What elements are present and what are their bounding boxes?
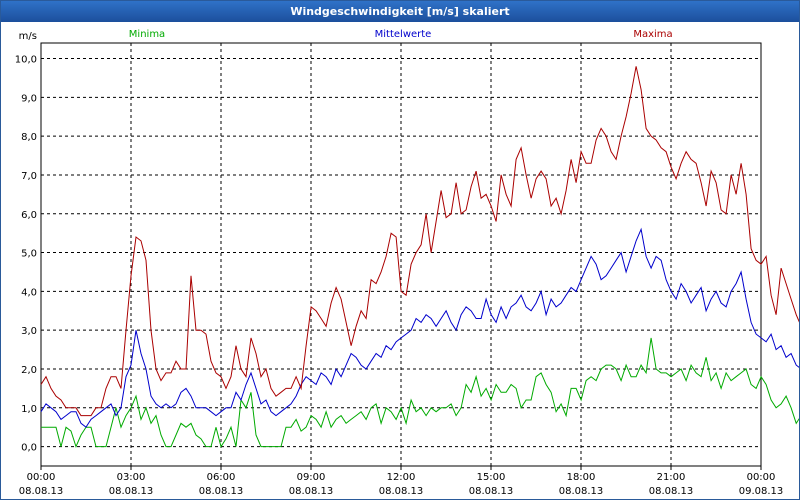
y-tick-label: 6,0 — [21, 210, 37, 221]
legend-maxima: Maxima — [633, 29, 672, 40]
x-tick-time: 03:00 — [117, 472, 146, 483]
legend-minima: Minima — [129, 29, 165, 40]
x-tick-date: 08.08.13 — [109, 486, 154, 497]
legend-mittelwerte: Mittelwerte — [375, 29, 432, 40]
x-tick-time: 18:00 — [567, 472, 596, 483]
x-tick-date: 08.08.13 — [199, 486, 244, 497]
x-tick-date: 08.08.13 — [559, 486, 604, 497]
series-line-minima — [41, 337, 799, 449]
series-line-maxima — [40, 66, 799, 417]
x-tick-time: 00:00 — [27, 472, 56, 483]
chart-plot: 0,0 1,0 2,0 3,0 4,0 5,0 6,0 7,0 8,0 9,0 10,0 m/s 00:… — [15, 29, 799, 497]
y-tick-label: 9,0 — [21, 93, 37, 104]
x-tick-date: 08.08.13 — [469, 486, 514, 497]
x-tick-date: 09.08.13 — [739, 486, 784, 497]
x-tick-time: 09:00 — [297, 472, 326, 483]
x-tick-time: 00:00 — [747, 472, 776, 483]
x-tick-time: 06:00 — [207, 472, 236, 483]
x-tick-date: 08.08.13 — [649, 486, 694, 497]
x-tick-date: 08.08.13 — [19, 486, 64, 497]
x-tick-date: 08.08.13 — [379, 486, 424, 497]
series-line-mittelwerte — [40, 227, 799, 428]
window-title: Windgeschwindigkeit [m/s] skaliert — [1, 1, 799, 22]
y-tick-label: 3,0 — [21, 326, 37, 337]
x-tick-time: 12:00 — [387, 472, 416, 483]
y-tick-label: 2,0 — [21, 365, 37, 376]
y-tick-label: 10,0 — [15, 55, 37, 66]
y-tick-label: 0,0 — [21, 443, 37, 454]
x-tick-date: 08.08.13 — [289, 486, 334, 497]
y-tick-label: 8,0 — [21, 132, 37, 143]
y-axis-label: m/s — [19, 31, 37, 42]
y-tick-label: 4,0 — [21, 287, 37, 298]
y-tick-label: 7,0 — [21, 171, 37, 182]
x-tick-time: 15:00 — [477, 472, 506, 483]
y-tick-label: 5,0 — [21, 249, 37, 260]
x-tick-time: 21:00 — [657, 472, 686, 483]
y-tick-label: 1,0 — [21, 404, 37, 415]
